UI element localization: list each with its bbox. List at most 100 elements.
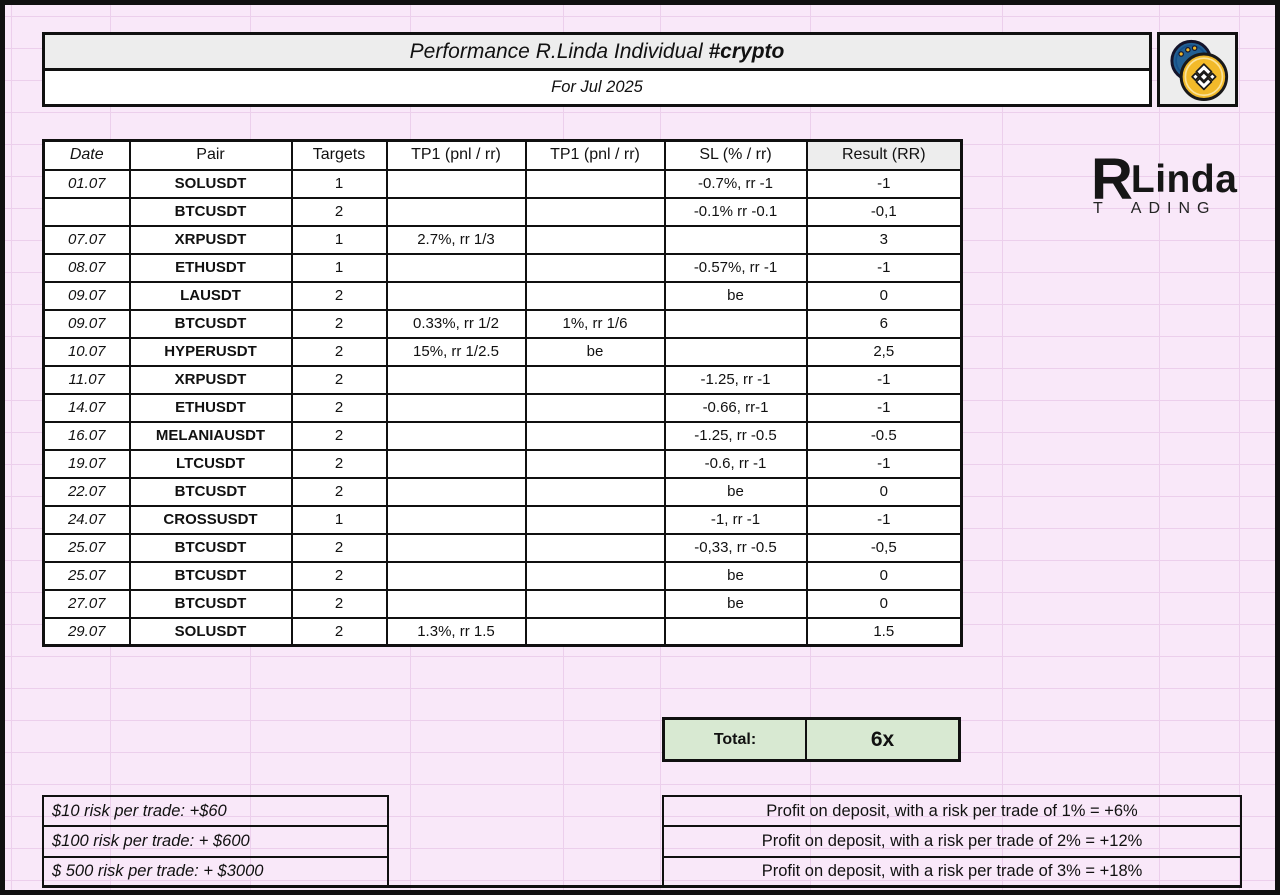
tp1-cell: [385, 532, 527, 563]
result-cell: -1: [805, 364, 963, 395]
tp1-cell: [385, 476, 527, 507]
tp1-cell: [385, 280, 527, 311]
result-cell: 1.5: [805, 616, 963, 647]
pair-cell: ETHUSDT: [128, 392, 293, 423]
date-cell: 25.07: [42, 560, 131, 591]
tp2-cell: [524, 476, 666, 507]
result-cell: 2,5: [805, 336, 963, 367]
sl-cell: -1.25, rr -0.5: [663, 420, 808, 451]
pair-cell: MELANIAUSDT: [128, 420, 293, 451]
sl-cell: be: [663, 588, 808, 619]
sl-cell: -0.7%, rr -1: [663, 168, 808, 199]
trade-row: 24.07 CROSSUSDT 1 -1, rr -1 -1: [42, 504, 963, 535]
column-header-tp1-pnl-rr: TP1 (pnl / rr): [385, 139, 527, 171]
targets-cell: 1: [290, 168, 388, 199]
tp1-cell: [385, 196, 527, 227]
date-cell: 11.07: [42, 364, 131, 395]
tp1-cell: [385, 560, 527, 591]
pair-cell: BTCUSDT: [128, 560, 293, 591]
tp1-cell: [385, 392, 527, 423]
date-cell: [42, 196, 131, 227]
tp1-cell: [385, 504, 527, 535]
sl-cell: -0.66, rr-1: [663, 392, 808, 423]
column-header-result-rr: Result (RR): [805, 139, 963, 171]
targets-cell: 2: [290, 308, 388, 339]
date-cell: 22.07: [42, 476, 131, 507]
tp1-cell: [385, 588, 527, 619]
tp2-cell: [524, 448, 666, 479]
targets-cell: 1: [290, 252, 388, 283]
column-header-sl-rr: SL (% / rr): [663, 139, 808, 171]
tp2-cell: [524, 280, 666, 311]
result-cell: 3: [805, 224, 963, 255]
report-title-text: Performance R.Linda Individual: [409, 39, 709, 63]
risk-note-row: $100 risk per trade: + $600: [44, 827, 387, 858]
column-header-tp1-pnl-rr: TP1 (pnl / rr): [524, 139, 666, 171]
total-label: Total:: [665, 720, 807, 759]
risk-note-row: $ 500 risk per trade: + $3000: [52, 862, 264, 881]
tp2-cell: be: [524, 336, 666, 367]
trade-row: 29.07 SOLUSDT 2 1.3%, rr 1.5 1.5: [42, 616, 963, 647]
trade-row: 14.07 ETHUSDT 2 -0.66, rr-1 -1: [42, 392, 963, 423]
pair-cell: SOLUSDT: [128, 168, 293, 199]
targets-cell: 2: [290, 392, 388, 423]
bottom-rule: [42, 885, 1242, 888]
tp2-cell: [524, 364, 666, 395]
pair-cell: BTCUSDT: [128, 532, 293, 563]
targets-cell: 2: [290, 588, 388, 619]
tp2-cell: [524, 168, 666, 199]
result-cell: 0: [805, 280, 963, 311]
tp2-cell: [524, 560, 666, 591]
rlinda-logo-tagline: T ADING: [1093, 200, 1237, 218]
targets-cell: 2: [290, 616, 388, 647]
targets-cell: 2: [290, 448, 388, 479]
tp2-cell: [524, 616, 666, 647]
pair-cell: BTCUSDT: [128, 476, 293, 507]
tp2-cell: [524, 420, 666, 451]
sl-cell: [663, 336, 808, 367]
title-box: Performance R.Linda Individual #crypto F…: [42, 32, 1152, 107]
pair-cell: XRPUSDT: [128, 224, 293, 255]
column-header-date: Date: [42, 139, 131, 171]
date-cell: 25.07: [42, 532, 131, 563]
result-cell: 6: [805, 308, 963, 339]
tp1-cell: 15%, rr 1/2.5: [385, 336, 527, 367]
date-cell: 29.07: [42, 616, 131, 647]
pair-cell: HYPERUSDT: [128, 336, 293, 367]
tp2-cell: [524, 532, 666, 563]
profit-note-row: Profit on deposit, with a risk per trade…: [761, 862, 1143, 881]
sl-cell: [663, 308, 808, 339]
tp2-cell: [524, 588, 666, 619]
targets-cell: 1: [290, 224, 388, 255]
date-cell: 24.07: [42, 504, 131, 535]
date-cell: 16.07: [42, 420, 131, 451]
sl-cell: [663, 616, 808, 647]
tp2-cell: 1%, rr 1/6: [524, 308, 666, 339]
sl-cell: [663, 224, 808, 255]
result-cell: -1: [805, 504, 963, 535]
sl-cell: -0.1% rr -0.1: [663, 196, 808, 227]
column-header-targets: Targets: [290, 139, 388, 171]
pair-cell: SOLUSDT: [128, 616, 293, 647]
total-box: Total: 6x: [662, 717, 961, 762]
pair-cell: BTCUSDT: [128, 588, 293, 619]
column-header-pair: Pair: [128, 139, 293, 171]
sl-cell: be: [663, 560, 808, 591]
pair-cell: BTCUSDT: [128, 196, 293, 227]
pair-cell: BTCUSDT: [128, 308, 293, 339]
date-cell: 14.07: [42, 392, 131, 423]
performance-table: Date Pair Targets TP1 (pnl / rr) TP1 (pnl / …: [42, 139, 963, 647]
report-title: Performance R.Linda Individual #crypto: [45, 35, 1149, 71]
targets-cell: 2: [290, 532, 388, 563]
sl-cell: -0.6, rr -1: [663, 448, 808, 479]
risk-note-row: $10 risk per trade: +$60: [44, 797, 387, 828]
result-cell: -0,5: [805, 532, 963, 563]
tp2-cell: [524, 224, 666, 255]
sl-cell: -0,33, rr -0.5: [663, 532, 808, 563]
pair-cell: LTCUSDT: [128, 448, 293, 479]
sl-cell: be: [663, 280, 808, 311]
rlinda-logo-initial: R: [1091, 147, 1133, 212]
tp1-cell: [385, 420, 527, 451]
sl-cell: -1, rr -1: [663, 504, 808, 535]
tp2-cell: [524, 392, 666, 423]
